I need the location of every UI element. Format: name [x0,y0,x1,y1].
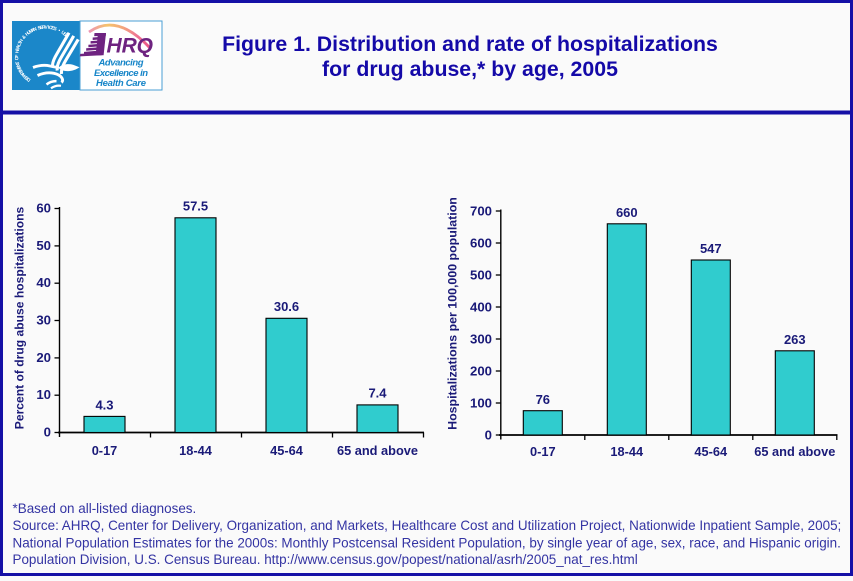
svg-text:H: H [14,49,21,54]
svg-text:E: E [23,74,30,81]
svg-text:300: 300 [470,332,492,347]
svg-text:20: 20 [36,350,51,365]
svg-text:Advancing: Advancing [98,58,144,69]
svg-text:4.3: 4.3 [95,398,113,413]
svg-text:S: S [52,26,58,33]
svg-text:T: T [18,68,25,74]
svg-text:N: N [32,26,38,33]
svg-text:65 and above: 65 and above [754,444,835,459]
svg-text:263: 263 [784,332,806,347]
svg-text:D: D [25,76,32,83]
svg-text:18-44: 18-44 [179,443,213,458]
svg-text:40: 40 [36,275,51,290]
svg-text:V: V [44,25,48,31]
svg-text:•: • [57,29,61,34]
svg-text:Excellence in: Excellence in [94,68,148,79]
svg-text:S: S [61,31,68,38]
svg-text:0: 0 [485,428,492,443]
svg-text:660: 660 [616,205,638,220]
svg-text:M: M [28,28,35,35]
svg-text:L: L [16,42,23,47]
svg-text:A: A [30,27,36,34]
svg-text:HRQ: HRQ [107,35,154,58]
svg-text:O: O [14,56,20,60]
svg-text:T: T [15,61,22,65]
svg-text:76: 76 [536,392,550,407]
svg-text:for drug abuse,* by age, 2005: for drug abuse,* by age, 2005 [322,57,618,81]
svg-text:700: 700 [470,204,492,219]
svg-text:*Based on all-listed diagnoses: *Based on all-listed diagnoses. [13,501,197,516]
svg-text:T: T [17,40,24,45]
svg-text:F: F [14,54,20,57]
svg-text:0-17: 0-17 [92,443,118,458]
svg-text:30: 30 [36,312,51,327]
svg-text:I: I [47,25,50,31]
svg-text:C: C [48,25,53,32]
svg-text:Figure 1. Distribution and rat: Figure 1. Distribution and rate of hospi… [222,32,718,56]
svg-text:P: P [22,72,29,79]
svg-text:U: U [26,29,33,36]
svg-text:H: H [18,38,25,45]
svg-text:Hospitalizations per 100,000 p: Hospitalizations per 100,000 population [446,197,460,430]
svg-text:0: 0 [44,424,51,439]
svg-text:10: 10 [36,387,51,402]
svg-text:200: 200 [470,364,492,379]
svg-text:18-44: 18-44 [610,444,644,459]
svg-text:S: S [37,25,42,32]
svg-text:N: N [15,62,22,68]
svg-text:Population Division, U.S. Cens: Population Division, U.S. Census Bureau.… [13,552,638,567]
svg-text:60: 60 [36,200,51,215]
svg-text:7.4: 7.4 [368,386,387,401]
svg-text:E: E [40,25,45,31]
svg-text:A: A [15,44,22,50]
svg-text:45-64: 45-64 [694,444,728,459]
svg-text:H: H [24,30,31,37]
svg-text:National Population Estimates: National Population Estimates for the 20… [13,536,841,551]
svg-text:65 and above: 65 and above [337,443,418,458]
svg-text:57.5: 57.5 [183,199,208,214]
svg-text:50: 50 [36,238,51,253]
svg-text:E: E [15,46,22,51]
svg-text:45-64: 45-64 [270,443,304,458]
svg-text:E: E [51,25,56,32]
svg-text:100: 100 [470,396,492,411]
svg-text:R: R [42,25,46,31]
svg-text:M: M [17,66,24,72]
svg-text:0-17: 0-17 [530,444,556,459]
svg-text:Percent of drug abuse hospital: Percent of drug abuse hospitalizations [13,207,27,430]
svg-text:U: U [60,30,67,37]
svg-text:&: & [21,34,28,41]
svg-text:Health Care: Health Care [96,78,147,89]
svg-text:500: 500 [470,268,492,283]
svg-text:600: 600 [470,236,492,251]
svg-text:A: A [20,71,27,78]
svg-text:547: 547 [700,241,722,256]
svg-text:R: R [19,69,26,76]
svg-text:Source: AHRQ, Center for Deliv: Source: AHRQ, Center for Delivery, Organ… [13,518,842,533]
svg-text:30.6: 30.6 [274,299,299,314]
svg-text:400: 400 [470,300,492,315]
svg-text:E: E [16,64,23,70]
